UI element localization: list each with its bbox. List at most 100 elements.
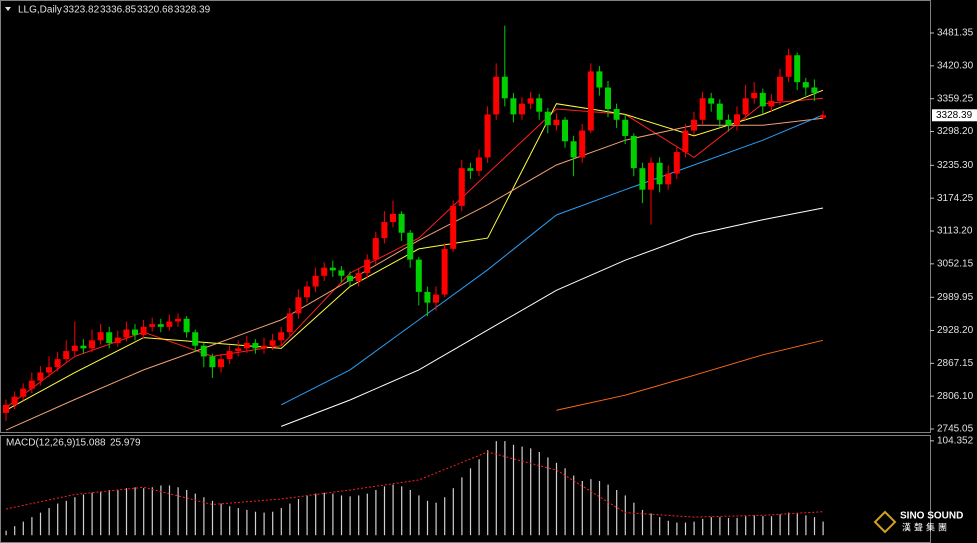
moving-average [5, 89, 824, 411]
macd-bar [452, 488, 454, 536]
signal-line [5, 451, 824, 518]
candle-body [295, 297, 302, 314]
macd-bar [564, 468, 566, 536]
macd-bar [547, 457, 549, 536]
candle-body [820, 115, 826, 118]
macd-bar [409, 489, 411, 536]
macd-bar [366, 493, 368, 536]
candle-body [682, 130, 689, 153]
macd-bar [495, 441, 497, 536]
candle-body [544, 111, 551, 126]
candle-body [476, 157, 482, 171]
macd-bar [753, 515, 755, 536]
macd-bar [211, 500, 214, 536]
header-text: 3336.85 [100, 5, 137, 16]
logo-icon [873, 510, 897, 534]
macd-bar [254, 511, 257, 536]
macd-bar [581, 480, 583, 536]
candle-body [510, 98, 517, 115]
candle-body [106, 332, 113, 343]
candle-body [338, 270, 345, 276]
macd-bar [31, 517, 33, 536]
candle-body [648, 162, 654, 190]
macd-bar [100, 491, 102, 536]
watermark: SINO SOUND 漢聲集團 [873, 510, 963, 534]
candle-body [183, 318, 190, 333]
candle-body [467, 168, 474, 171]
macd-bar [229, 506, 231, 536]
y-tick-label: 2867.15 [937, 358, 974, 369]
candle-body [768, 100, 775, 107]
candle-body [71, 345, 78, 352]
macd-bar [805, 515, 807, 536]
candle-body [149, 324, 156, 327]
candle-body [415, 259, 422, 292]
candle-body [458, 168, 465, 206]
y-tick-label: 3174.25 [937, 193, 974, 204]
macd-bar [762, 516, 764, 536]
candle-body [699, 98, 706, 120]
candle-body [11, 396, 18, 405]
y-tick-label: 3420.30 [937, 60, 974, 71]
macd-bar [5, 530, 7, 536]
y-tick-label: 2928.20 [937, 325, 974, 336]
brand-subtitle: 漢聲集團 [902, 521, 950, 532]
header: LLG,Daily 3323.82 3336.85 3320.68 3328.39 [18, 5, 211, 16]
candle-body [785, 55, 792, 77]
moving-average [556, 339, 824, 411]
candle-body [63, 351, 70, 360]
candle-body [166, 321, 173, 327]
candle-body [639, 168, 646, 190]
candle-body [28, 380, 35, 389]
macd-bar [813, 517, 816, 536]
macd-bar [82, 494, 85, 536]
moving-average [281, 207, 824, 427]
candle-body [501, 76, 508, 99]
macd-bar [633, 502, 635, 536]
candle-body [46, 367, 52, 373]
candle-body [390, 213, 396, 222]
macd-bar [719, 517, 721, 536]
macd-bar [48, 508, 50, 536]
candle-body [691, 119, 697, 131]
macd-bar [469, 468, 472, 536]
y-tick-label: 2745.05 [937, 424, 974, 435]
candle-body [347, 275, 353, 282]
y-tick-label: 3481.35 [937, 28, 974, 39]
candle-body [587, 71, 594, 131]
macd-bar [779, 514, 781, 536]
header-text: LLG,Daily [18, 5, 62, 16]
header-text: 3323.82 [63, 5, 100, 16]
candle-body [536, 98, 543, 112]
macd-bar [134, 487, 136, 536]
macd-bar [607, 484, 609, 536]
macd-bar [727, 518, 730, 536]
macd-bar [177, 487, 179, 536]
macd-bar [796, 513, 798, 536]
candle-body [665, 173, 672, 185]
moving-average [280, 114, 824, 406]
candle-body [132, 329, 138, 335]
macd-bar [349, 496, 351, 536]
candle-body [355, 273, 362, 282]
macd-bar [74, 497, 76, 536]
menu-triangle[interactable] [5, 7, 11, 11]
macd-bar [512, 444, 515, 536]
macd-bar [710, 517, 712, 536]
macd-header: MACD(12,26,9) 15.088 25.979 [6, 438, 141, 449]
candle-body [329, 267, 336, 271]
macd-bar [667, 520, 669, 536]
macd-panel-frame [0, 435, 931, 543]
macd-bar [203, 497, 205, 536]
macd-bar [383, 486, 386, 536]
macd-bar [297, 499, 300, 536]
candle-body [269, 340, 276, 346]
candle-body [794, 55, 801, 83]
macd-value: 15.088 [75, 438, 106, 449]
candle-body [433, 294, 439, 303]
candle-body [312, 275, 319, 287]
candle-body [759, 92, 766, 107]
candle-body [114, 337, 121, 343]
candle-body [381, 221, 388, 239]
candle-body [734, 114, 740, 126]
